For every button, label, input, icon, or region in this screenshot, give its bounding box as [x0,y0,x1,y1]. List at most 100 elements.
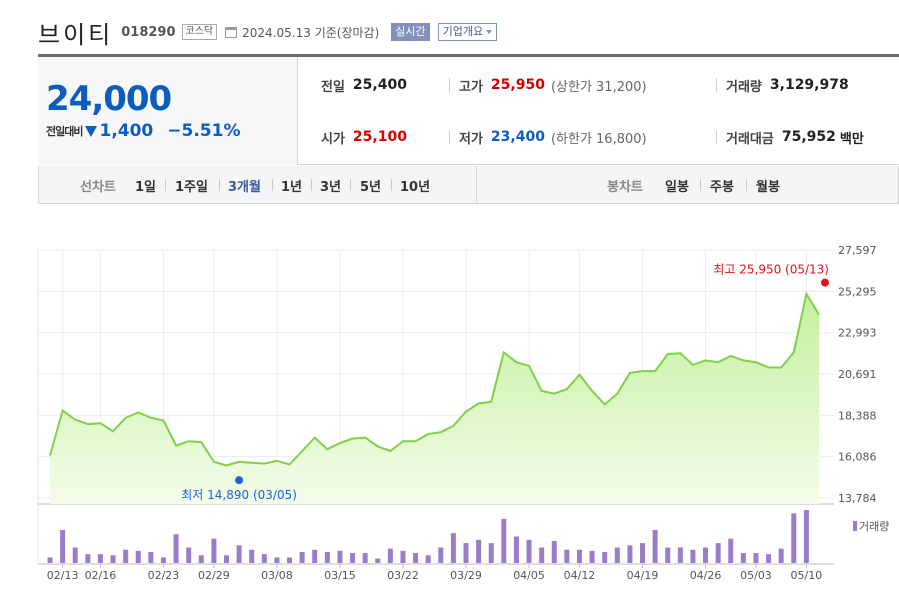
volume-bar [135,550,141,563]
volume-bar [148,551,154,563]
volume-bar [476,539,482,563]
divider [700,179,701,191]
x-tick-label: 02/13 [47,569,79,582]
volume-bar [413,553,419,563]
price-line [49,291,820,467]
volume-bar [173,534,179,563]
stock-name: 브이티 [38,20,114,49]
y-tick-label: 22,993 [838,327,877,340]
divider [716,130,717,144]
volume-bars: 거래량 [47,510,889,563]
candle-daily[interactable]: 일봉 [665,180,689,195]
x-tick-label: 04/26 [690,569,722,582]
change-value: 1,400 [99,121,154,141]
price-area [49,291,820,504]
x-tick-label: 02/16 [85,569,117,582]
change-label: 전일대비 [46,125,83,138]
period-1d[interactable]: 1일 [135,180,157,195]
prev-close: 전일 25,400 [321,77,407,95]
candle-weekly[interactable]: 주봉 [710,180,734,195]
volume-bar [501,518,507,563]
x-tick-label: 04/05 [513,569,545,582]
volume-bar [299,551,305,563]
high-marker [821,278,829,287]
x-tick-label: 02/29 [198,569,230,582]
volume-bar [287,557,293,563]
y-tick-label: 16,086 [838,451,877,464]
divider [311,179,312,191]
period-3m[interactable]: 3개월 [228,180,261,195]
stock-code: 018290 [121,24,176,40]
volume: 거래량 3,129,978 [726,77,849,95]
chevron-down-icon [486,30,493,34]
volume-bar [312,549,318,563]
open-price: 시가 25,100 [321,129,407,147]
volume-bar [198,555,204,563]
volume-bar [450,533,456,563]
quote-panel: 24,000 전일대비 1,400 −5.51% 전일 25,400 고가 25… [38,57,899,165]
volume-legend-swatch [853,521,857,531]
x-tick-label: 05/10 [791,569,823,582]
trade-amount: 거래대금 75,952 백만 [726,129,864,147]
y-tick-label: 27,597 [838,244,877,257]
volume-bar [463,543,469,563]
period-1y[interactable]: 1년 [281,180,303,195]
volume-bar [766,554,772,563]
volume-bar [387,548,393,563]
change-rate: −5.51% [167,121,241,141]
x-tick-label: 03/22 [387,569,419,582]
price-fill [50,293,819,504]
calendar-icon [225,26,238,38]
volume-bar [438,547,444,563]
volume-bar [652,529,658,563]
volume-bar [715,543,721,563]
divider [716,78,717,92]
stock-header: 브이티 018290 코스닥 2024.05.13 기준(장마감) 실시간 기업… [38,14,498,50]
volume-bar [85,554,91,563]
x-tick-label: 03/15 [324,569,356,582]
period-5y[interactable]: 5년 [360,180,382,195]
volume-bar [400,550,406,563]
volume-bar [123,549,129,563]
volume-bar [362,553,368,563]
realtime-button[interactable]: 실시간 [391,23,430,41]
y-tick-label: 25,295 [838,285,877,298]
x-axis: 02/13 02/16 02/23 02/29 03/08 03/15 03/22 03/29… [47,564,822,582]
volume-bar [274,557,280,563]
divider [165,179,166,191]
candle-monthly[interactable]: 월봉 [756,180,780,195]
candle-chart-label: 봉차트 [607,180,643,195]
volume-legend-label: 거래량 [859,520,889,533]
x-tick-label: 02/23 [148,569,180,582]
volume-bar [526,539,532,563]
volume-bar [740,553,746,563]
divider [449,130,450,144]
divider [391,179,392,191]
down-arrow-icon [85,125,98,137]
price-chart: 최고 25,950 (05/13) 최저 14,890 (03/05) 27,59… [37,244,889,582]
high-annotation: 최고 25,950 (05/13) [713,263,829,277]
header-divider [38,54,899,57]
volume-bar [350,553,356,563]
volume-bar [803,510,809,563]
volume-bar [110,555,116,563]
volume-bar [160,557,166,563]
volume-bar [47,557,53,563]
divider [219,179,220,191]
day-high: 고가 25,950 (상한가 31,200) [459,77,647,95]
period-3y[interactable]: 3년 [320,180,342,195]
low-annotation: 최저 14,890 (03/05) [181,488,297,502]
period-10y[interactable]: 10년 [400,180,431,195]
volume-bar [640,543,646,563]
volume-bar [488,543,494,563]
volume-bar [728,538,734,563]
divider [350,179,351,191]
period-1w[interactable]: 1주일 [175,180,208,195]
divider [449,78,450,92]
y-axis: 27,597 25,295 22,993 20,691 18,388 16,086 13,7… [838,244,877,505]
quote-date: 2024.05.13 기준(장마감) [242,25,380,40]
x-tick-label: 03/08 [261,569,293,582]
divider [746,179,747,191]
company-info-dropdown[interactable]: 기업개요 [437,23,498,41]
volume-bar [627,545,633,563]
